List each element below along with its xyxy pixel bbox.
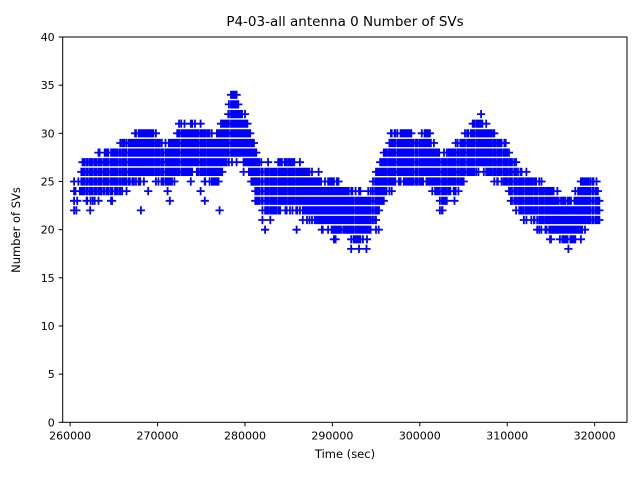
- scatter-series: [70, 90, 604, 253]
- x-axis-label: Time (sec): [314, 447, 375, 461]
- x-tick-label: 290000: [311, 429, 353, 442]
- y-tick-label: 35: [41, 79, 55, 92]
- x-tick-label: 270000: [137, 429, 179, 442]
- x-tick-label: 260000: [49, 429, 91, 442]
- y-tick-label: 15: [41, 272, 55, 285]
- y-tick-label: 30: [41, 127, 55, 140]
- chart-title: P4-03-all antenna 0 Number of SVs: [226, 14, 463, 30]
- y-tick-label: 10: [41, 320, 55, 333]
- y-tick-label: 20: [41, 224, 55, 237]
- x-tick-label: 280000: [224, 429, 266, 442]
- x-tick-label: 310000: [486, 429, 528, 442]
- y-axis-label: Number of SVs: [9, 187, 23, 273]
- x-tick-label: 320000: [574, 429, 616, 442]
- y-axis-ticks: 0 5 10 15 20 25 30 35 40: [41, 31, 63, 429]
- y-tick-label: 5: [48, 368, 55, 381]
- x-axis-ticks: 260000 270000 280000 290000 300000 310000 3200…: [49, 422, 616, 442]
- y-tick-label: 40: [41, 31, 55, 44]
- x-tick-label: 300000: [399, 429, 441, 442]
- y-tick-label: 25: [41, 175, 55, 188]
- y-tick-label: 0: [48, 416, 55, 429]
